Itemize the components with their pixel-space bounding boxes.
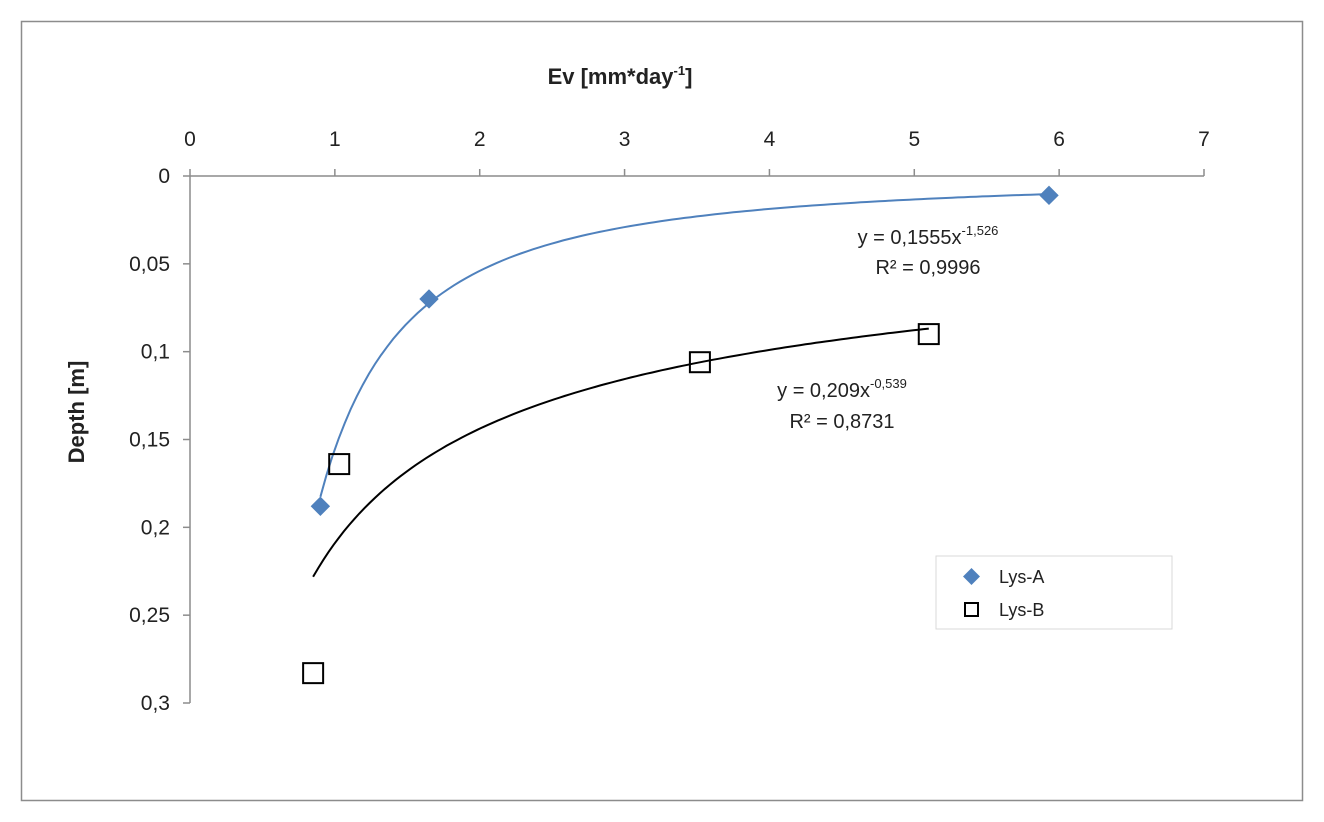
data-point-lys-a xyxy=(1039,185,1059,206)
legend-marker-lys-a xyxy=(963,568,980,585)
legend-label-lys-b: Lys-B xyxy=(999,600,1044,620)
r-squared-lys-b: R² = 0,8731 xyxy=(789,411,894,433)
x-axis-title-end: ] xyxy=(685,64,692,89)
y-tick-label: 0,05 xyxy=(129,253,170,276)
x-tick-label: 0 xyxy=(184,128,196,151)
equation-lys-a-base: y = 0,1555x xyxy=(858,227,962,249)
data-point-lys-a xyxy=(310,496,331,516)
y-ticks: 0 0,05 0,1 0,15 0,2 0,25 0,3 xyxy=(129,165,190,715)
y-tick-label: 0,2 xyxy=(141,516,170,539)
data-point-lys-a xyxy=(419,289,439,309)
x-tick-label: 2 xyxy=(474,128,486,151)
x-axis: 0 1 2 3 4 5 6 7 Ev [mm*day-1] xyxy=(184,63,1210,177)
y-tick-label: 0,15 xyxy=(129,429,170,452)
y-axis: 0 0,05 0,1 0,15 0,2 0,25 0,3 Depth [m] xyxy=(64,165,191,715)
legend: Lys-A Lys-B xyxy=(935,555,1173,630)
y-tick-label: 0 xyxy=(158,165,170,188)
x-tick-label: 7 xyxy=(1198,128,1210,151)
legend-item-lys-a: Lys-A xyxy=(963,567,1044,587)
equation-lys-b-exponent: -0,539 xyxy=(870,376,907,391)
x-tick-label: 1 xyxy=(329,128,341,151)
x-axis-title-text: Ev [mm*day xyxy=(548,64,675,89)
data-point-lys-b xyxy=(302,662,325,685)
x-axis-title: Ev [mm*day-1] xyxy=(548,63,693,89)
trendline-lys-b xyxy=(312,327,929,578)
x-ticks: 0 1 2 3 4 5 6 7 xyxy=(184,128,1210,176)
trendline-lys-a xyxy=(319,193,1050,498)
trendline-label-lys-a: y = 0,1555x-1,526 R² = 0,9996 xyxy=(858,223,999,279)
y-tick-label: 0,1 xyxy=(141,341,170,364)
x-tick-label: 3 xyxy=(619,128,631,151)
x-tick-label: 5 xyxy=(908,128,920,151)
equation-lys-b: y = 0,209x-0,539 xyxy=(777,376,907,402)
r-squared-lys-a: R² = 0,9996 xyxy=(875,257,980,279)
x-tick-label: 4 xyxy=(764,128,776,151)
y-axis-title: Depth [m] xyxy=(64,361,89,464)
x-tick-label: 6 xyxy=(1053,128,1065,151)
legend-box xyxy=(935,555,1173,630)
trendlines xyxy=(312,193,1050,578)
data-point-lys-b xyxy=(688,351,711,374)
legend-item-lys-b: Lys-B xyxy=(964,600,1044,620)
data-points xyxy=(302,185,1059,685)
equation-lys-b-base: y = 0,209x xyxy=(777,380,870,402)
equation-lys-a-exponent: -1,526 xyxy=(962,223,999,238)
legend-label-lys-a: Lys-A xyxy=(999,567,1044,587)
data-point-lys-b xyxy=(328,453,351,476)
trendline-label-lys-b: y = 0,209x-0,539 R² = 0,8731 xyxy=(777,376,907,433)
chart-border xyxy=(20,20,1304,802)
y-tick-label: 0,25 xyxy=(129,604,170,627)
x-axis-title-superscript: -1 xyxy=(674,63,686,78)
data-point-lys-b xyxy=(917,323,940,346)
y-tick-label: 0,3 xyxy=(141,692,170,715)
equation-lys-a: y = 0,1555x-1,526 xyxy=(858,223,999,249)
legend-marker-lys-b xyxy=(964,602,979,617)
